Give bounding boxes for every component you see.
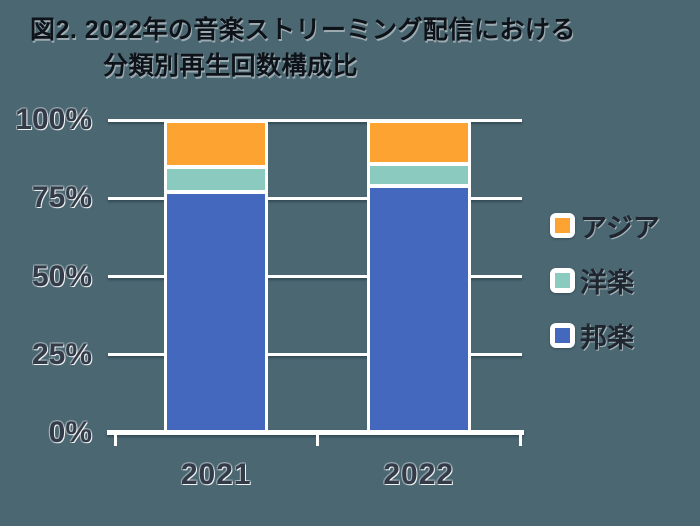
legend-label-アジア: アジア [580,212,660,243]
gridline-100 [108,118,522,122]
y-axis-label-100: 100% [15,103,92,136]
legend-item-洋楽: 洋楽 [550,266,660,298]
gridline-25 [108,353,522,357]
legend-swatch-color-洋楽 [555,272,570,288]
bar-2022-segment-洋楽 [369,165,468,184]
bar-2021-segment-邦楽 [167,193,266,430]
legend-label-洋楽: 洋楽 [580,267,634,298]
legend-swatch-アジア [550,212,575,238]
bar-2022-segment-アジア [369,123,468,162]
legend-item-アジア: アジア [550,211,660,243]
x-axis-line [107,430,524,435]
bar-2021-segment-アジア [167,123,266,165]
bar-2022-segment-邦楽 [369,187,468,430]
bar-2021 [164,120,269,433]
chart-title: 図2. 2022年の音楽ストリーミング配信における 分類別再生回数構成比 [30,12,576,84]
chart-title-line1: 図2. 2022年の音楽ストリーミング配信における [30,16,576,44]
legend-swatch-color-邦楽 [555,327,570,343]
bar-2021-segment-洋楽 [167,168,266,190]
chart-title-line2: 分類別再生回数構成比 [103,52,359,80]
legend: アジア 洋楽 邦楽 [550,211,660,376]
legend-label-邦楽: 邦楽 [580,322,634,353]
y-axis-label-75: 75% [31,181,92,215]
y-axis-label-25: 25% [31,337,92,371]
x-axis-tick-1 [316,431,319,446]
y-axis-label-50: 50% [31,259,92,293]
y-axis-label-0: 0% [48,416,92,449]
gridline-75 [108,196,522,200]
legend-swatch-color-アジア [555,217,570,233]
x-axis-label-2022: 2022 [383,458,455,491]
x-axis-tick-2 [518,431,522,446]
legend-swatch-洋楽 [550,267,575,293]
x-axis-label-2021: 2021 [180,458,252,491]
gridline-50 [108,275,522,278]
plot-area [107,118,524,446]
x-axis-tick-0 [113,431,117,446]
legend-swatch-邦楽 [550,322,575,348]
bar-2022 [366,120,471,433]
legend-item-邦楽: 邦楽 [550,321,660,353]
